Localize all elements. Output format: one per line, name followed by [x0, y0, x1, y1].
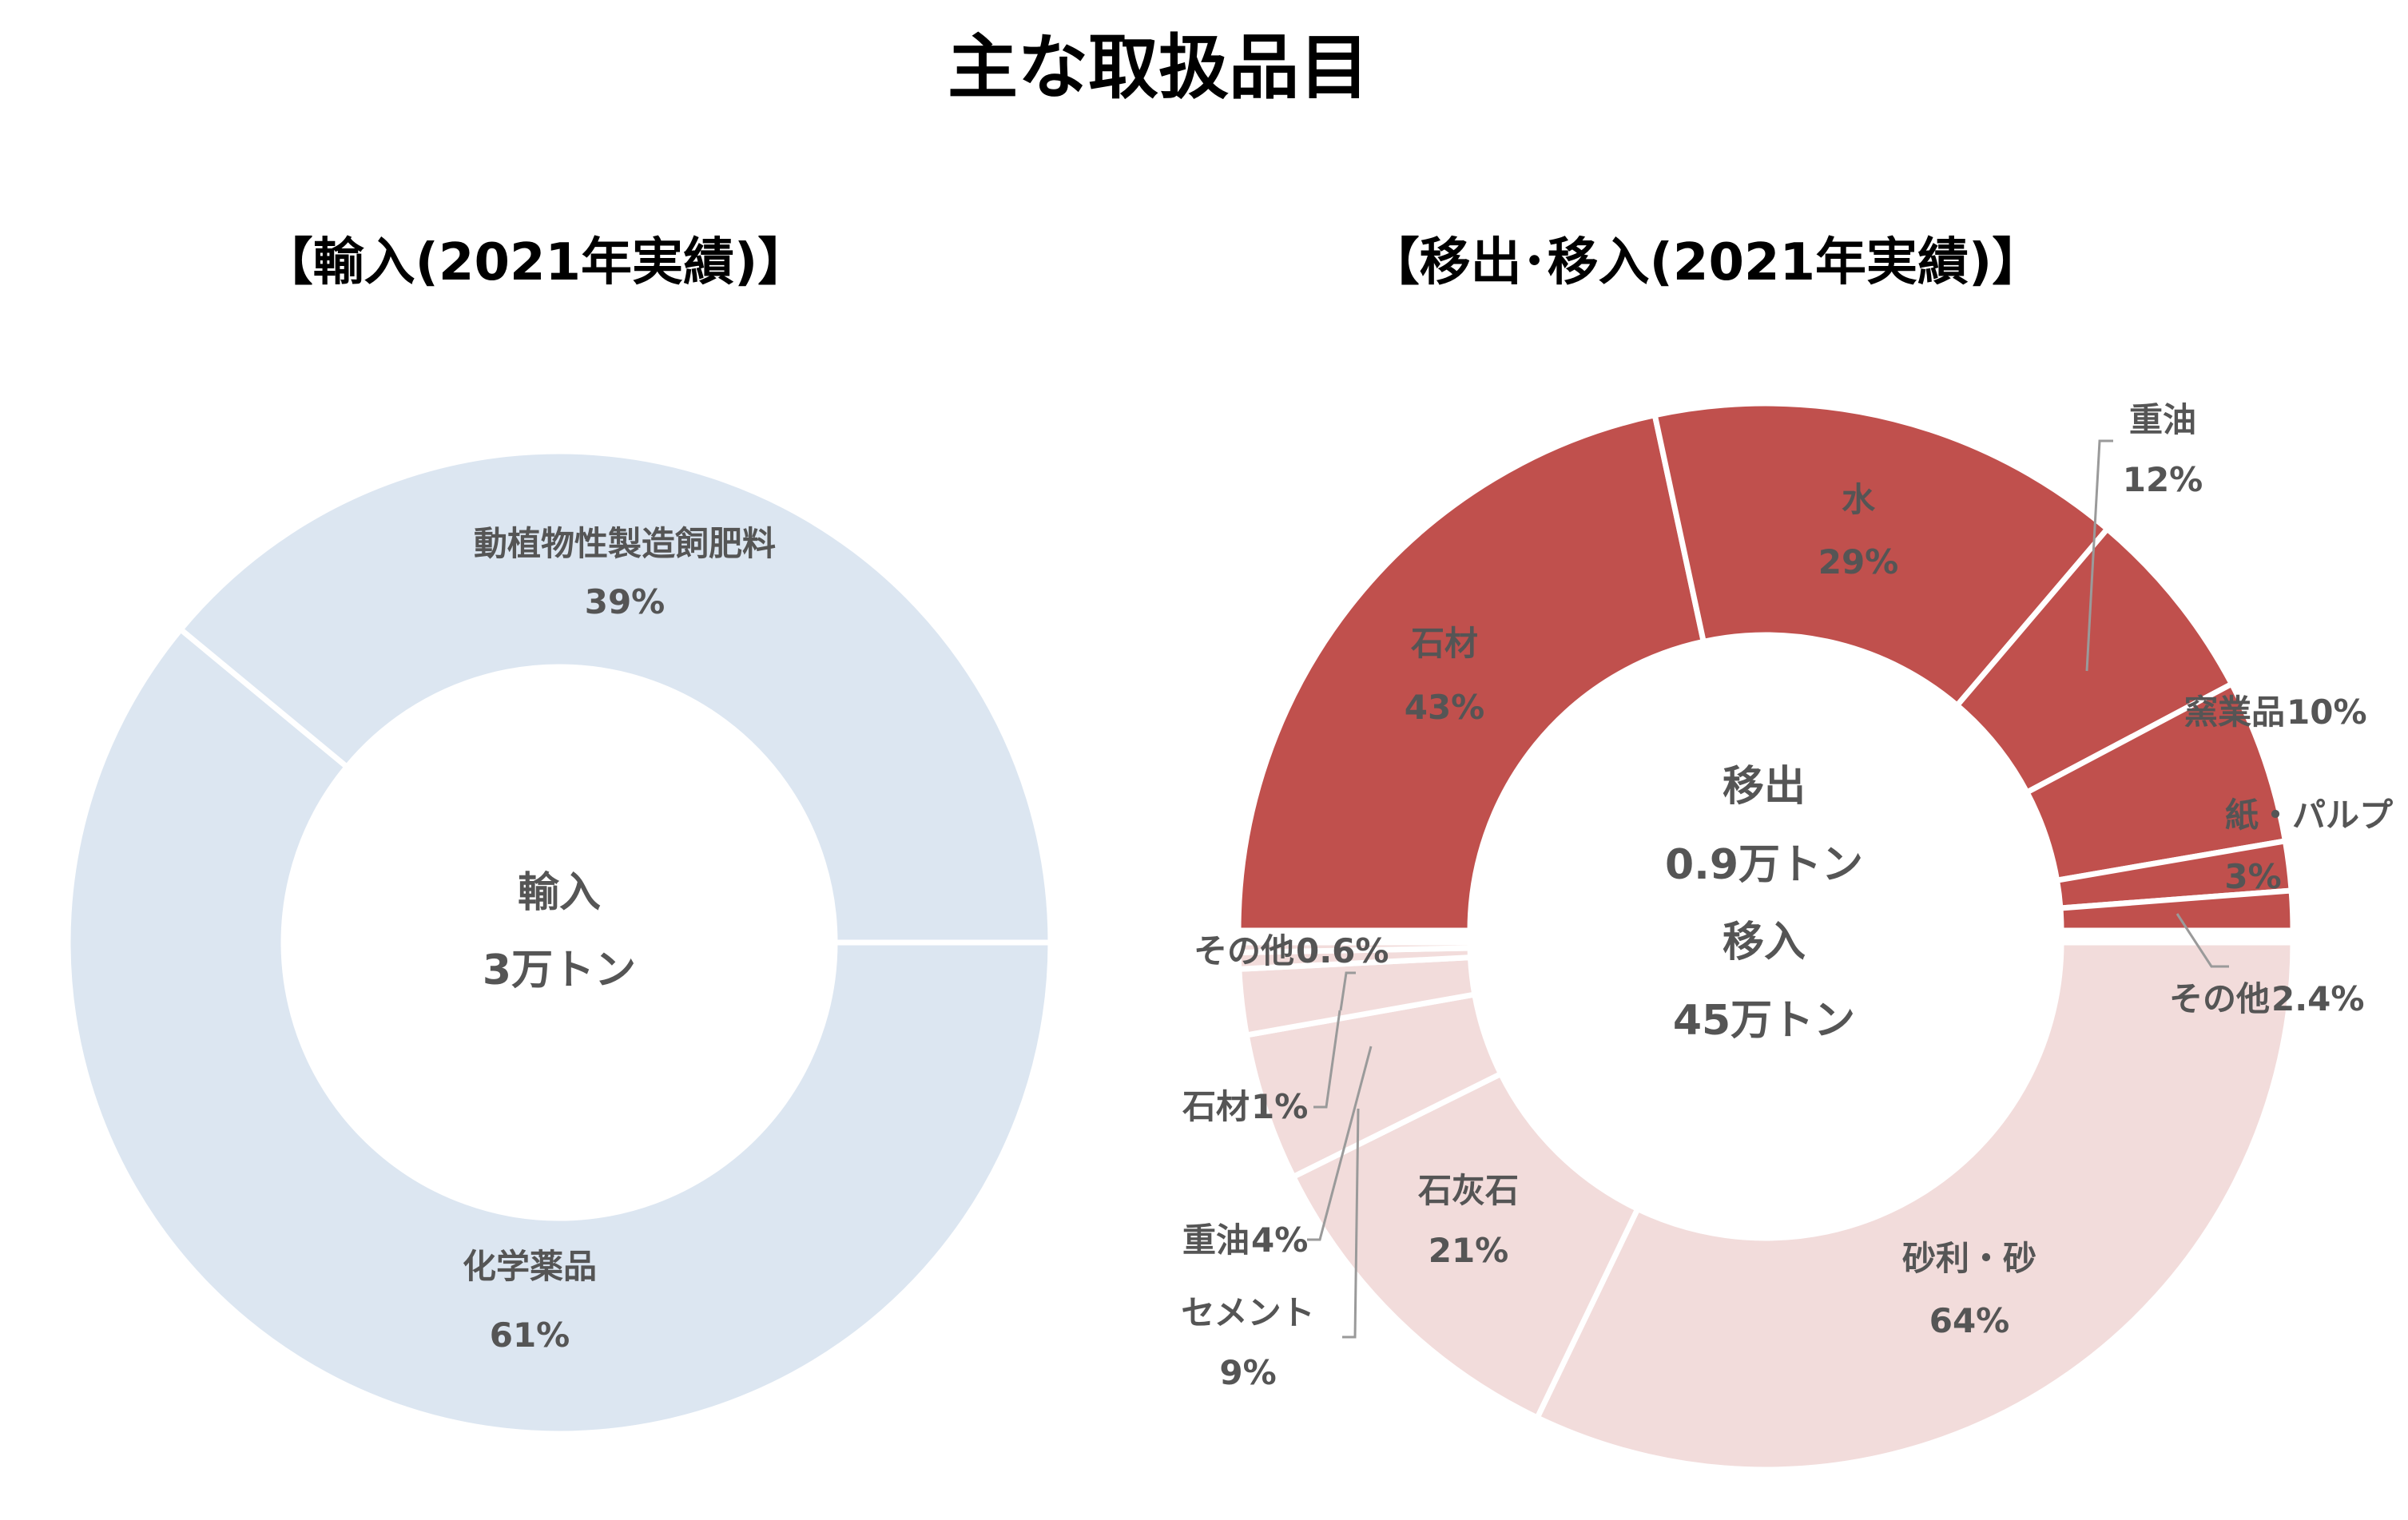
- slice-label-pct: 0.6%: [1296, 931, 1389, 970]
- slice-label-pct: 12%: [2123, 460, 2203, 499]
- outbound-slice-label-water: 水 29%: [1818, 480, 1899, 581]
- domestic-center-label: 移出 0.9万トン 移入 45万トン: [1665, 763, 1863, 1045]
- slice-label-name: セメント: [1181, 1293, 1314, 1332]
- slice-label-pct: 61%: [490, 1316, 570, 1355]
- slice-label-name: 石材: [1411, 624, 1478, 663]
- import-center-total: 3万トン: [483, 947, 636, 994]
- slice-label-name: その他: [2169, 979, 2270, 1018]
- outbound-slice-label-stone: 石材 43%: [1405, 624, 1485, 727]
- slice-label-pct: 43%: [1405, 688, 1485, 727]
- slice-label-pct: 4%: [1251, 1220, 1308, 1260]
- leader-line-cement-in: [1342, 1108, 1360, 1339]
- slice-label-pct: 39%: [585, 582, 666, 621]
- inbound-slice-6: [1235, 939, 1473, 956]
- import-slice-label-chemicals: 化学薬品 61%: [463, 1247, 597, 1355]
- outbound-center-title: 移出: [1723, 763, 1806, 811]
- inbound-slice-label-heavy-oil: 重油 4%: [1182, 1220, 1308, 1260]
- slice-label-name: 砂利・砂: [1902, 1239, 2036, 1278]
- slice-label-name: 化学薬品: [463, 1247, 597, 1286]
- slice-label-pct: 1%: [1251, 1087, 1308, 1126]
- inbound-slice-label-other: その他 0.6%: [1194, 931, 1389, 970]
- import-donut-chart: [65, 448, 1054, 1437]
- import-center-label: 輸入 3万トン: [483, 869, 636, 994]
- slice-label-name: 重油: [1182, 1220, 1250, 1260]
- outbound-slice-6: [2057, 887, 2296, 934]
- slice-label-name: 窯業品: [2184, 693, 2285, 732]
- import-center-title: 輸入: [518, 869, 601, 917]
- slice-label-pct: 9%: [1219, 1353, 1276, 1392]
- outbound-slice-1: [1235, 411, 1707, 934]
- slice-label-pct: 21%: [1429, 1231, 1509, 1270]
- slice-label-name: 石灰石: [1418, 1171, 1519, 1210]
- slice-label-name: 動植物性製造飼肥料: [474, 524, 776, 563]
- inbound-slice-label-cement: セメント 9%: [1181, 1293, 1314, 1392]
- import-slice-1: [65, 625, 1054, 1437]
- leader-line-heavy-oil-out: [2085, 439, 2113, 672]
- slice-label-pct: 10%: [2287, 693, 2367, 732]
- outbound-slice-label-ceramics: 窯業品 10%: [2184, 693, 2367, 732]
- inbound-slice-label-limestone: 石灰石 21%: [1418, 1171, 1519, 1270]
- import-slice-2: [177, 448, 1054, 946]
- inbound-center-title: 移入: [1723, 919, 1806, 966]
- outbound-slice-label-heavy-oil: 重油 12%: [2123, 400, 2203, 499]
- slice-label-name: その他: [1194, 931, 1294, 970]
- domestic-donut-chart: [1235, 400, 2296, 1473]
- outbound-slice-label-paper: 紙・パルプ 3%: [2224, 796, 2393, 896]
- inbound-slice-label-stone: 石材 1%: [1182, 1087, 1308, 1126]
- outbound-slice-2: [1651, 400, 2112, 710]
- inbound-slice-label-gravel: 砂利・砂 64%: [1902, 1239, 2036, 1340]
- slice-label-name: 重油: [2129, 400, 2196, 439]
- import-subtitle: 【輸入(2021年実績)】: [262, 233, 809, 292]
- inbound-center-total: 45万トン: [1673, 997, 1855, 1045]
- leader-line-other-in: [1339, 971, 1356, 1011]
- outbound-center-total: 0.9万トン: [1665, 841, 1863, 889]
- slice-label-name: 紙・パルプ: [2225, 796, 2393, 835]
- slice-label-name: 石材: [1182, 1087, 1250, 1126]
- domestic-subtitle: 【移出･移入(2021年実績)】: [1369, 233, 2044, 292]
- leader-line-heavy-oil-in: [1307, 1046, 1373, 1241]
- inbound-slice-2: [1289, 1070, 1642, 1422]
- slice-label-pct: 2.4%: [2271, 979, 2364, 1018]
- outbound-slice-label-other: その他 2.4%: [2169, 979, 2365, 1018]
- slice-label-pct: 3%: [2224, 857, 2281, 896]
- import-slice-label-feed: 動植物性製造飼肥料 39%: [474, 524, 776, 621]
- inbound-slice-1: [1533, 939, 2296, 1473]
- slice-label-pct: 64%: [1929, 1301, 2010, 1340]
- leader-line-stone-in: [1313, 1010, 1341, 1109]
- leader-line-other-out: [2176, 913, 2229, 968]
- slice-label-pct: 29%: [1818, 542, 1899, 581]
- page-title: 主な取扱品目: [948, 26, 1369, 109]
- slice-label-name: 水: [1842, 480, 1876, 519]
